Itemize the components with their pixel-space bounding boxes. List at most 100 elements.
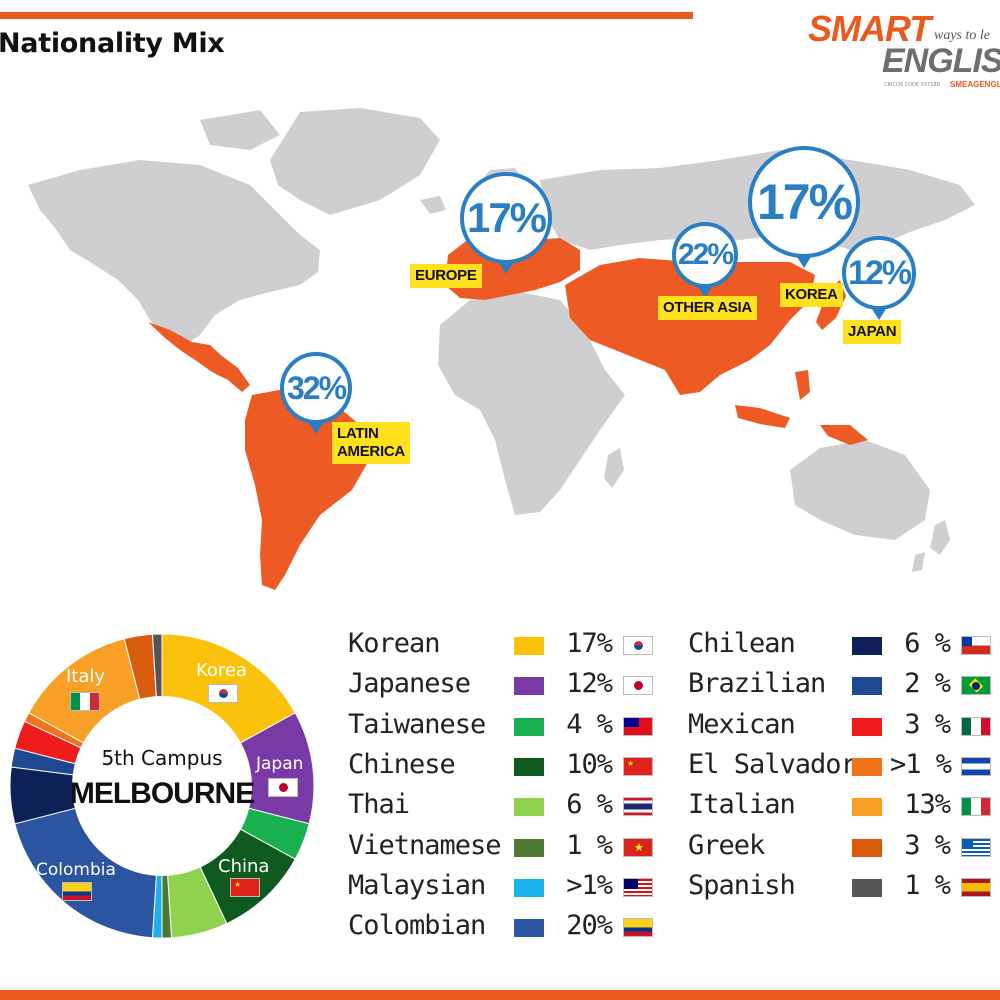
logo-line2: ENGLIS: [882, 42, 1000, 80]
legend-flag-colombian: [623, 918, 653, 938]
legend-name-chinese: Chinese: [348, 748, 456, 780]
legend-name-italian: Italian: [688, 789, 796, 821]
legend-name-vietnamese: Vietnamese: [348, 829, 502, 861]
pin-korea-bubble: 17%: [748, 146, 860, 258]
legend-value-mexican: 3 %: [904, 708, 951, 740]
legend-name-greek: Greek: [688, 829, 765, 861]
legend-name-colombian: Colombian: [348, 910, 486, 942]
donut-center-line2: MELBOURNE: [70, 777, 254, 810]
legend-swatch-spanish: [852, 878, 882, 897]
pin-japan-tail: [872, 309, 886, 320]
legend-flag-spanish: [961, 877, 991, 897]
legend-value-greek: 3 %: [904, 829, 951, 861]
legend-flag-malaysian: [623, 877, 653, 897]
legend-value-korean: 17%: [566, 628, 613, 659]
pin-japan-bubble: 12%: [842, 236, 916, 310]
logo-tagline: ways to le: [934, 28, 990, 43]
legend-flag-thai: [623, 797, 653, 817]
label-korea: KOREA: [780, 283, 843, 307]
legend-flag-vietnamese: ★: [623, 837, 653, 857]
donut-flag-colombia: [62, 882, 92, 901]
legend-flag-brazilian: [961, 676, 991, 696]
donut-label-korea: Korea: [196, 660, 248, 681]
legend-name-korean: Korean: [348, 628, 441, 659]
page-title: Nationality Mix: [0, 28, 225, 59]
label-japan: JAPAN: [843, 320, 902, 344]
legend-flag-greek: [961, 837, 991, 857]
legend-value-italian: 13%: [904, 789, 951, 821]
donut-center-line1: 5th Campus: [101, 746, 222, 770]
donut-label-china: China: [218, 856, 270, 877]
legend-value-chinese: 10%: [566, 748, 613, 780]
legend-swatch-brazilian: [852, 677, 882, 696]
donut-chart: 5th Campus MELBOURNE: [9, 633, 315, 939]
legend-swatch-italian: [852, 798, 882, 817]
legend-name-chilean: Chilean: [688, 628, 796, 659]
legend-flag-chinese: ★: [623, 756, 653, 776]
legend-swatch-taiwanese: [514, 717, 544, 736]
legend-flag-taiwanese: [623, 716, 653, 736]
legend-value-spanish: 1 %: [904, 869, 951, 901]
legend-name-el-salvador: El Salvador: [688, 748, 857, 780]
label-latin-america: LATIN AMERICA: [332, 422, 410, 464]
label-latin-america-line1: LATIN: [337, 425, 379, 442]
legend-flag-korean: [623, 636, 653, 655]
legend-value-chilean: 6 %: [904, 628, 951, 659]
donut-label-colombia: Colombia: [36, 860, 116, 880]
legend-swatch-chilean: [852, 637, 882, 655]
donut-flag-japan: [268, 778, 298, 797]
legend-swatch-chinese: [514, 757, 544, 776]
donut-hole: [72, 696, 252, 876]
bottom-accent-bar: [0, 990, 1000, 1000]
legend-swatch-vietnamese: [514, 838, 544, 857]
logo-sub: SMEAGENGL: [950, 80, 1000, 89]
legend-flag-italian: [961, 797, 991, 817]
pin-other-asia-tail: [698, 287, 712, 298]
label-latin-america-line2: AMERICA: [337, 443, 405, 460]
legend-name-thai: Thai: [348, 789, 410, 821]
legend-value-japanese: 12%: [566, 668, 613, 700]
legend-swatch-malaysian: [514, 878, 544, 897]
label-other-asia: OTHER ASIA: [658, 296, 757, 320]
legend-flag-japanese: [623, 676, 653, 696]
pin-other-asia-bubble: 22%: [672, 222, 738, 288]
legend-value-taiwanese: 4 %: [566, 708, 613, 740]
pin-europe-bubble: 17%: [460, 172, 552, 264]
legend-swatch-japanese: [514, 677, 544, 696]
legend-name-japanese: Japanese: [348, 668, 471, 700]
legend-value-el-salvador: >1 %: [890, 748, 952, 780]
legend-flag-el-salvador: [961, 756, 991, 776]
donut-flag-korea: [208, 684, 238, 703]
legend-flag-mexican: [961, 716, 991, 736]
legend-swatch-el-salvador: [852, 757, 882, 776]
legend-swatch-thai: [514, 798, 544, 817]
pin-europe-tail: [499, 263, 513, 274]
legend-swatch-colombian: [514, 919, 544, 938]
legend-name-taiwanese: Taiwanese: [348, 708, 486, 740]
legend-value-colombian: 20%: [566, 910, 613, 942]
top-accent-bar: [0, 12, 693, 19]
legend-flag-chilean: [961, 636, 991, 655]
logo-line1: SMART: [808, 8, 931, 49]
legend-name-mexican: Mexican: [688, 708, 796, 740]
donut-label-japan: Japan: [256, 754, 304, 774]
donut-flag-china: ★: [230, 878, 260, 897]
legend-swatch-korean: [514, 637, 544, 655]
legend-value-malaysian: >1%: [566, 869, 613, 901]
logo-fineprint: CRICOS CODE 03718D: [884, 82, 941, 88]
legend-value-brazilian: 2 %: [904, 668, 951, 700]
donut-label-italy: Italy: [66, 666, 106, 687]
label-europe: EUROPE: [410, 264, 482, 288]
legend-swatch-greek: [852, 838, 882, 857]
legend-name-brazilian: Brazilian: [688, 668, 826, 700]
legend-name-spanish: Spanish: [688, 869, 796, 901]
pin-latin-america-tail: [309, 423, 323, 434]
pin-korea-tail: [797, 257, 811, 268]
brand-logo: SMART ways to le ENGLIS CRICOS CODE 0371…: [800, 2, 1000, 102]
pin-latin-america-bubble: 32%: [280, 352, 352, 424]
legend-swatch-mexican: [852, 717, 882, 736]
legend-value-thai: 6 %: [566, 789, 613, 821]
legend-value-vietnamese: 1 %: [566, 829, 613, 861]
legend-name-malaysian: Malaysian: [348, 869, 486, 901]
donut-flag-italy: [70, 692, 100, 711]
